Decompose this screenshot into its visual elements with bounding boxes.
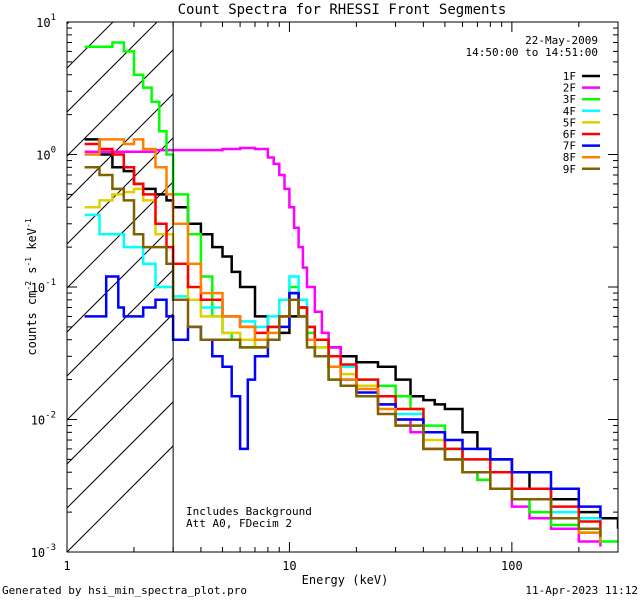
footer-timestamp: 11-Apr-2023 11:12 <box>525 584 638 597</box>
hatch-line <box>67 93 174 201</box>
hatch-line <box>67 269 174 377</box>
hatch-line <box>67 401 174 509</box>
legend-label-9F: 9F <box>563 163 576 176</box>
hatch-line <box>67 137 174 245</box>
legend-label-1F: 1F <box>563 70 576 83</box>
annotation-background: Includes Background <box>186 505 312 518</box>
x-tick-label: 10 <box>282 559 296 573</box>
x-tick-label: 100 <box>501 559 523 573</box>
y-tick-label: 100 <box>36 146 56 163</box>
chart-title: Count Spectra for RHESSI Front Segments <box>178 2 507 18</box>
footer-generator: Generated by hsi_min_spectra_plot.pro <box>2 584 247 597</box>
x-axis: 1 10 100 <box>63 22 619 573</box>
y-tick-label: 10-3 <box>31 543 56 560</box>
series-7F <box>84 275 602 519</box>
hatch-line <box>67 49 174 157</box>
annotation-attenuator: Att A0, FDecim 2 <box>186 517 292 530</box>
series-group <box>84 41 618 547</box>
legend-label-3F: 3F <box>563 93 576 106</box>
legend-label-2F: 2F <box>563 82 576 95</box>
series-1F <box>84 138 618 529</box>
legend-date: 22-May-2009 <box>525 34 598 47</box>
hatch-line <box>67 181 174 289</box>
x-axis-label: Energy (keV) <box>302 573 389 587</box>
series-4F <box>84 213 602 525</box>
series-3F <box>84 41 618 543</box>
series-2F <box>84 146 602 547</box>
hatch-line <box>67 445 174 552</box>
y-tick-label: 101 <box>36 13 56 30</box>
x-tick-label: 1 <box>63 559 70 573</box>
series-9F <box>84 166 602 537</box>
legend-label-7F: 7F <box>563 140 576 153</box>
hatch-line <box>67 22 158 113</box>
hatch-line <box>67 357 174 465</box>
y-axis-label: counts cm-2 s-1 keV-1 <box>24 218 39 355</box>
y-tick-label: 10-1 <box>31 278 56 295</box>
legend-label-4F: 4F <box>563 105 576 118</box>
y-axis: 10-3 10-2 10-1 100 101 <box>31 13 618 560</box>
legend-time-range: 14:50:00 to 14:51:00 <box>466 46 598 59</box>
legend-label-6F: 6F <box>563 128 576 141</box>
series-5F <box>84 187 602 537</box>
series-8F <box>84 138 602 542</box>
y-tick-label: 10-2 <box>31 411 56 428</box>
hatch-line <box>67 313 174 421</box>
legend-label-5F: 5F <box>563 116 576 129</box>
legend-label-8F: 8F <box>563 151 576 164</box>
